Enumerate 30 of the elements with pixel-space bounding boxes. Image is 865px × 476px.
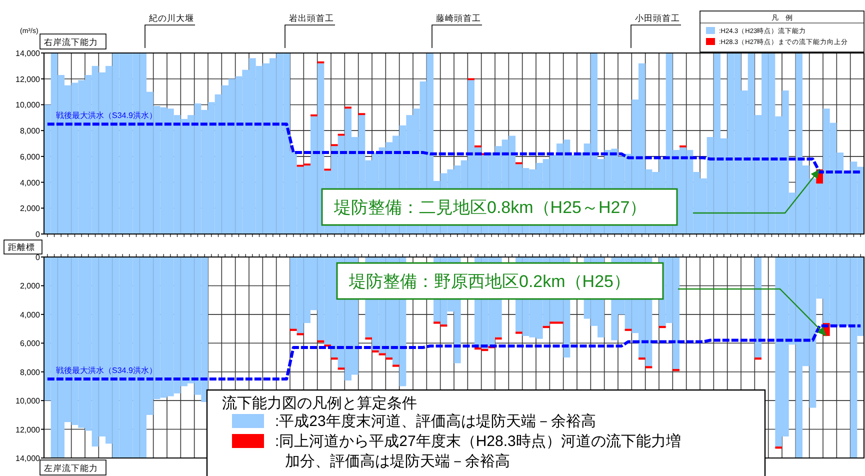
y-tick-label: 2,000 [20,282,41,291]
y-tick-label: 8,000 [20,368,41,377]
y-tick-label: 14,000 [16,454,41,463]
y-tick-label: 2,000 [20,204,41,214]
y-tick-label: 10,000 [16,100,41,110]
text: 藤崎頭首工 [436,13,481,23]
text: 小田頭首工 [635,13,680,23]
y-tick-label: 6,000 [20,152,41,162]
y-tick-label: 4,000 [20,310,41,320]
annotation: 堤防整備：野原西地区0.2km（H25） [348,272,630,291]
y-tick-label: 12,000 [16,74,41,84]
y-tick-label: 10,000 [16,396,41,406]
chart-title: 右岸流下能力 [44,37,98,47]
y-tick-label: 0 [36,253,41,262]
legend-title: 流下能力図の凡例と算定条件 [222,395,417,412]
text: 左岸流下能力 [44,463,98,473]
y-tick-label: 8,000 [20,126,41,136]
text: 岩出頭首工 [289,13,334,23]
x-axis-title: 距離標 [8,242,35,252]
legend-label: :同上河道から平成27年度末（H28.3時点）河道の流下能力増加分、評価高は堤防天端－余裕高 [275,433,681,470]
series-label: 戦後最大洪水（S34.9洪水） [56,366,157,376]
y-tick-label: 4,000 [20,178,41,188]
y-tick-label: 6,000 [20,339,41,348]
y-tick-label: 12,000 [16,425,41,434]
legend-label: :平成23年度末河道、評価高は堤防天端－余裕高 [275,413,596,430]
y-tick-label: 14,000 [16,49,41,58]
series-label: 戦後最大洪水（S34.9洪水） [56,111,157,120]
annotation: 堤防整備：二見地区0.8km（H25～H27） [333,198,647,217]
y-tick-label: 0 [36,230,41,239]
text: 紀の川大堰 [149,13,194,23]
